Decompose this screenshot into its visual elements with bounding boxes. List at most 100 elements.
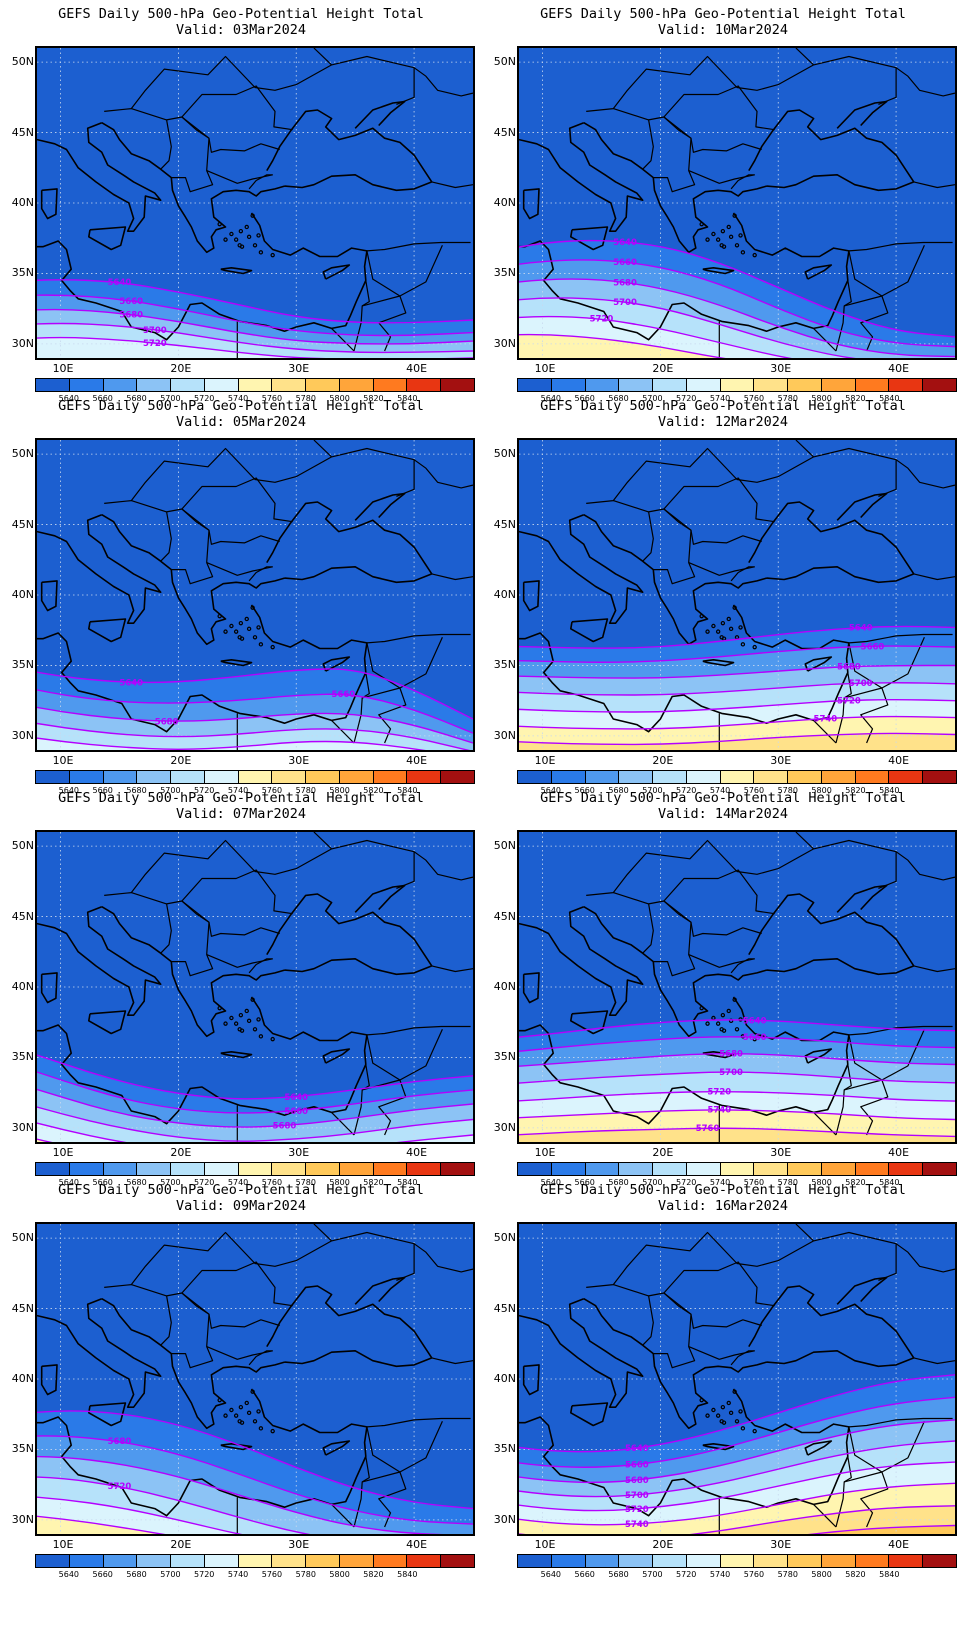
contour-line — [519, 259, 955, 348]
coastline — [37, 604, 368, 733]
colorbar-swatch — [889, 379, 924, 391]
contour-line — [37, 1496, 243, 1534]
contour-label: 5680 — [625, 1476, 649, 1486]
colorbar-swatch — [585, 771, 620, 783]
country-border — [104, 55, 415, 112]
colorbar-swatch — [518, 771, 552, 783]
lat-tick-label: 40N — [493, 980, 516, 993]
colorbar-swatch — [754, 1163, 789, 1175]
height-fill-band — [37, 1516, 473, 1534]
colorbar-swatch — [619, 1163, 654, 1175]
lon-tick-label: 20E — [170, 1538, 192, 1551]
colorbar-label: 5840 — [879, 1570, 900, 1579]
country-border — [653, 138, 696, 193]
colorbar-swatch — [339, 771, 374, 783]
country-border — [366, 245, 443, 297]
colorbar-swatch — [272, 379, 307, 391]
colorbar-label: 5700 — [160, 1178, 181, 1187]
country-border — [795, 832, 815, 850]
contour-label: 5720 — [143, 339, 167, 349]
contour-line — [37, 1138, 53, 1142]
lon-tick-label: 40E — [406, 754, 428, 767]
colorbar-label: 5660 — [574, 786, 595, 795]
colorbar-swatch — [306, 379, 340, 391]
lat-tick-label: 35N — [11, 266, 34, 280]
island — [246, 1410, 252, 1416]
colorbar-label: 5640 — [540, 1178, 562, 1187]
colorbar-label: 5640 — [540, 394, 562, 403]
colorbar-swatch — [923, 771, 956, 783]
contour-line — [519, 625, 955, 649]
colorbar-swatch — [923, 379, 956, 391]
colorbar-label: 5760 — [743, 1178, 765, 1187]
panel-valid-date: Valid: 05Mar2024 — [175, 414, 307, 430]
island — [258, 1034, 264, 1039]
island — [258, 1426, 264, 1431]
colorbar-label: 5660 — [92, 786, 113, 795]
island — [237, 1027, 242, 1032]
country-border — [353, 672, 370, 744]
island — [246, 1018, 252, 1024]
colorbar-swatch — [720, 379, 755, 391]
country-border — [730, 1350, 755, 1366]
panel-valid-date: Valid: 07Mar2024 — [175, 806, 307, 822]
country-border — [331, 327, 355, 352]
contour-line — [519, 1127, 955, 1138]
coastline — [519, 905, 644, 1016]
contour-line — [37, 737, 426, 750]
island — [244, 616, 249, 622]
island — [217, 1397, 222, 1403]
coastline — [702, 267, 735, 275]
country-border — [895, 459, 955, 489]
island — [715, 1413, 721, 1418]
contour-label: 5660 — [861, 642, 885, 652]
coastline — [354, 100, 406, 129]
country-border — [844, 1471, 889, 1528]
contour-label: 5660 — [743, 1033, 767, 1043]
lon-tick-label: 20E — [170, 1146, 192, 1159]
coastline — [322, 1440, 351, 1456]
lon-tick-label: 30E — [288, 362, 310, 375]
country-border — [181, 869, 293, 915]
colorbar-swatch — [407, 379, 442, 391]
coastline — [37, 513, 162, 624]
colorbar-label: 5820 — [845, 394, 866, 403]
contour-line — [519, 1461, 955, 1512]
country-border — [331, 1111, 355, 1136]
colorbar-label: 5660 — [574, 394, 595, 403]
map-svg: 5640 5660 5680 5700 5720 — [519, 48, 955, 358]
lon-tick-label: 30E — [288, 1538, 310, 1551]
colorbar-swatch — [754, 771, 789, 783]
lon-tick-label: 20E — [652, 754, 674, 767]
island — [256, 1409, 261, 1414]
colorbar-swatch — [204, 379, 239, 391]
contour-label: 5640 — [625, 1444, 649, 1454]
colorbar-swatch — [171, 1555, 205, 1567]
island — [223, 237, 228, 242]
lon-tick-label: 20E — [652, 1146, 674, 1159]
country-border — [171, 138, 214, 193]
country-border — [166, 508, 210, 531]
colorbar-label: 5800 — [329, 394, 350, 403]
lat-tick-label: 45N — [11, 125, 34, 139]
map-svg: 5640 5660 5680 — [37, 832, 473, 1142]
island — [256, 625, 261, 630]
country-border — [613, 500, 654, 562]
island — [705, 629, 710, 634]
island — [699, 221, 704, 227]
colorbar-label: 5740 — [227, 786, 249, 795]
lat-tick-label: 50N — [11, 1231, 34, 1245]
contour-line — [519, 315, 792, 358]
map-panel: GEFS Daily 500-hPa Geo-Potential Height … — [0, 784, 482, 1194]
country-border — [248, 566, 273, 582]
colorbar-swatch — [306, 1163, 340, 1175]
country-border — [795, 440, 815, 458]
lon-tick-label: 10E — [52, 362, 74, 375]
coastline — [522, 188, 540, 220]
contour-line — [807, 1524, 955, 1534]
colorbar-swatch — [653, 771, 687, 783]
map-area: 5680 5720 — [35, 1222, 475, 1536]
contour-label: 5680 — [273, 1122, 297, 1132]
island — [740, 1426, 746, 1431]
lon-tick-label: 30E — [770, 754, 792, 767]
